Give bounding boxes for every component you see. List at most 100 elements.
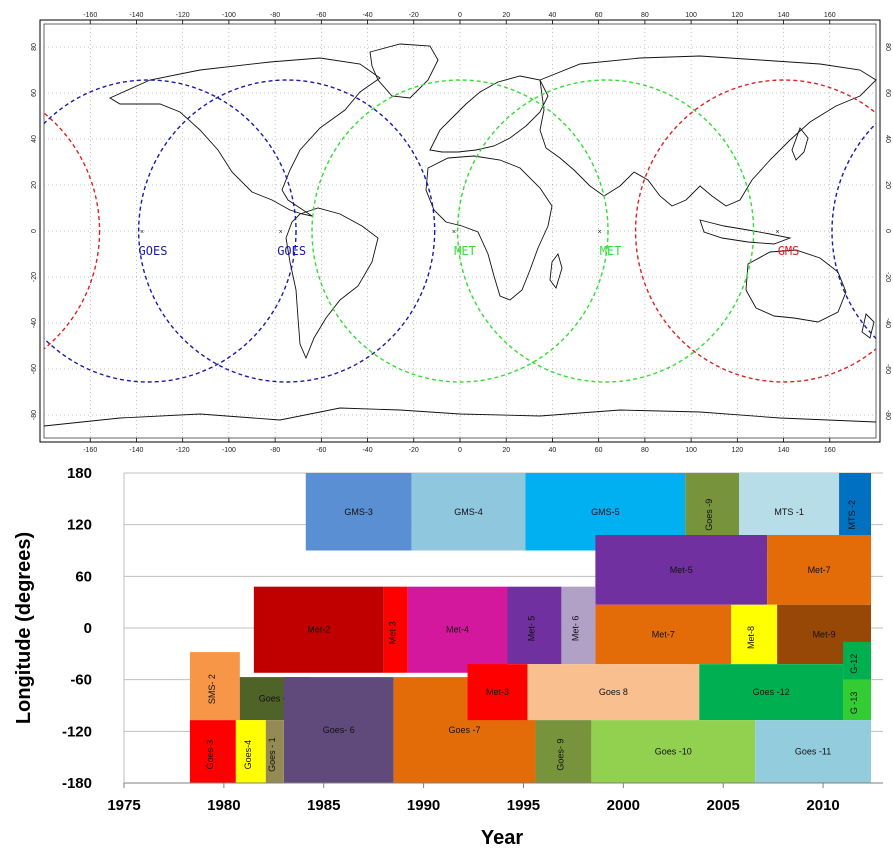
satellite-bar-label: GMS-3 [344, 507, 373, 517]
satellite-bar [305, 473, 412, 551]
map-lat-tick-right: 60 [884, 89, 891, 97]
satellite-bar-label: MTS -1 [774, 507, 804, 517]
map-lat-tick-right: -20 [884, 272, 891, 282]
satellite-bar-label: Met-3 [486, 687, 509, 697]
satellite-bar-label: Met-2 [307, 625, 330, 635]
map-lat-tick-left: 20 [31, 181, 38, 189]
map-lon-tick-top: 160 [824, 12, 836, 19]
map-lon-tick-bottom: -120 [176, 447, 190, 454]
map-lon-tick-bottom: 0 [458, 447, 462, 454]
map-lat-tick-left: 60 [31, 89, 38, 97]
satellite-bar-label: Goes -7 [449, 725, 481, 735]
map-lon-tick-top: -40 [362, 12, 372, 19]
satellite-bar-label: Goes -9 [704, 499, 714, 531]
satellite-bar [595, 604, 732, 665]
x-tick-label: 1995 [507, 797, 540, 814]
satellite-bar-label: Met-4 [446, 625, 469, 635]
map-lon-tick-bottom: -40 [362, 447, 372, 454]
satellite-bar-label: Met-3 [388, 621, 398, 644]
satellite-bar-label: Goes -10 [655, 747, 692, 757]
satellite-bar [467, 664, 528, 721]
map-lon-tick-bottom: 40 [549, 447, 557, 454]
map-lon-tick-top: -160 [83, 12, 97, 19]
south-america-outline [285, 207, 379, 360]
satellite-bar [235, 720, 266, 783]
x-tick-label: 1980 [207, 797, 240, 814]
subsatellite-point-marker: × [776, 229, 780, 236]
satellite-bar [591, 720, 756, 783]
map-lon-tick-top: 60 [595, 12, 603, 19]
satellite-bar-label: Goes -12 [753, 687, 790, 697]
map-lon-tick-bottom: 80 [641, 447, 649, 454]
map-lon-tick-top: 20 [502, 12, 510, 19]
satellite-bar [755, 720, 872, 783]
map-lon-tick-bottom: 140 [778, 447, 790, 454]
satellite-bar [843, 641, 872, 680]
satellite-bar-label: G -13 [849, 692, 859, 715]
satellite-bar-label: Goes- 6 [323, 725, 355, 735]
satellite-bar-label: GMS-5 [591, 507, 620, 517]
satellite-bar [699, 664, 844, 721]
map-lon-tick-bottom: -100 [222, 447, 236, 454]
subsatellite-point-marker: × [452, 229, 456, 236]
map-lon-tick-bottom: 120 [731, 447, 743, 454]
satellite-bar-label: GMS-4 [454, 507, 483, 517]
coverage-circles: × GOES × GOES × MET × MET × GMS [44, 79, 876, 383]
satellite-bar-label: Goes - 1 [267, 737, 277, 772]
satellite-bar [535, 720, 592, 783]
satellite-bar [283, 677, 394, 783]
map-lat-tick-left: -40 [31, 318, 38, 328]
x-axis-title: Year [481, 827, 523, 849]
satellite-bar [189, 720, 236, 783]
subsatellite-point-marker: × [598, 229, 602, 236]
coverage-circle-goes [44, 79, 297, 383]
map-lon-tick-bottom: -140 [129, 447, 143, 454]
map-lon-tick-top: 40 [549, 12, 557, 19]
new-zealand-outline [861, 313, 875, 339]
coverage-circle-goes [137, 79, 436, 383]
map-lat-tick-left: -80 [31, 410, 38, 420]
satellite-bar-label: Met-8 [746, 626, 756, 649]
y-axis-title: Longitude (degrees) [13, 532, 35, 724]
x-tick-label: 1975 [107, 797, 140, 814]
satellite-bar-label: Met-5 [670, 565, 693, 575]
map-lon-tick-bottom: 60 [595, 447, 603, 454]
map-lon-tick-bottom: -160 [83, 447, 97, 454]
y-tick-label: -180 [62, 775, 92, 792]
satellite-bar-label: Goes-3 [205, 740, 215, 770]
coverage-circle-met [456, 79, 755, 383]
y-tick-label: 180 [67, 465, 92, 482]
world-map: ×GOES×GOES×MET×MET×GMS -160-160-140-140-… [31, 12, 891, 454]
coverage-circle-gms [634, 79, 876, 383]
madagascar-outline [549, 253, 563, 289]
x-tick-label: 2000 [607, 797, 640, 814]
map-lon-tick-bottom: 100 [685, 447, 697, 454]
satellite-bar [407, 586, 508, 673]
antarctica-outline [43, 407, 877, 427]
y-tick-label: 0 [84, 620, 92, 637]
y-tick-label: -120 [62, 723, 92, 740]
coverage-circle-met [311, 79, 609, 383]
map-lat-tick-left: -20 [31, 272, 38, 282]
map-lat-tick-right: -80 [884, 410, 891, 420]
y-tick-label: 120 [67, 517, 92, 534]
y-tick-label: -60 [70, 672, 92, 689]
x-tick-label: 2010 [806, 797, 839, 814]
map-lat-tick-right: 0 [884, 229, 891, 233]
map-lat-tick-left: 80 [31, 43, 38, 51]
japan-outline [791, 127, 809, 161]
satellite-bar-label: Goes-4 [243, 740, 253, 770]
asia-outline [539, 55, 877, 207]
map-lon-tick-bottom: -80 [270, 447, 280, 454]
map-lat-tick-left: -60 [31, 364, 38, 374]
subsatellite-point-marker: × [140, 229, 144, 236]
satellite-bar [507, 586, 562, 665]
map-lon-tick-top: 0 [458, 12, 462, 19]
australia-outline [745, 249, 847, 323]
satellite-bar [253, 586, 384, 673]
coverage-label-met: MET [600, 244, 622, 258]
satellite-bar-label: Met-9 [813, 629, 836, 639]
map-lat-tick-right: 80 [884, 43, 891, 51]
satellite-bar [561, 586, 596, 665]
satellite-bar [189, 652, 240, 721]
